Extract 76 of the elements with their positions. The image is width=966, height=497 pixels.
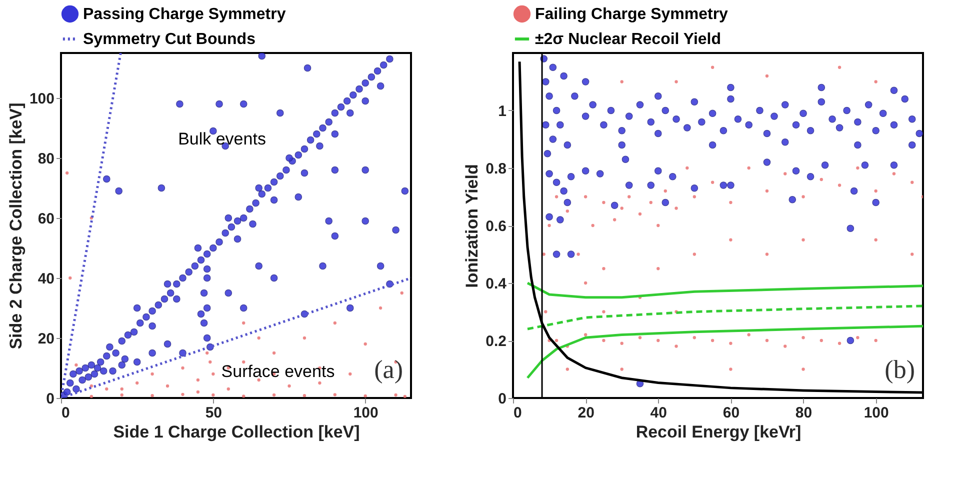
y-tick-label: 80	[38, 150, 54, 168]
point	[166, 384, 170, 388]
point	[212, 393, 215, 397]
point	[242, 394, 246, 398]
y-tick-label: 0.8	[486, 160, 506, 178]
point	[150, 372, 154, 376]
point	[136, 381, 139, 385]
point	[90, 394, 94, 398]
y-tick-label: 0	[46, 390, 54, 408]
point	[74, 363, 78, 367]
point	[196, 378, 200, 382]
y-tick-label: 100	[29, 90, 54, 108]
point	[208, 360, 212, 364]
x-tick-label: 0	[62, 404, 70, 422]
point	[257, 336, 260, 340]
x-axis-title: Side 1 Charge Collection [keV]	[113, 422, 360, 442]
point	[348, 372, 352, 376]
point	[364, 394, 367, 398]
point	[364, 342, 367, 346]
line-series	[526, 282, 923, 299]
y-tick-label: 0.2	[486, 333, 506, 350]
x-tick-label: 80	[795, 404, 812, 422]
point	[120, 393, 124, 397]
point	[318, 381, 322, 385]
x-tick-label: 100	[864, 404, 889, 422]
point	[105, 387, 108, 391]
x-tick-label: 40	[650, 404, 667, 422]
point	[68, 276, 72, 280]
point	[212, 372, 215, 376]
point	[181, 366, 184, 370]
legend-label: Passing Charge Symmetry	[83, 6, 286, 23]
y-tick-label: 60	[38, 210, 54, 228]
point	[403, 394, 406, 398]
line-series	[526, 304, 923, 330]
x-tick-label: 60	[722, 404, 740, 422]
point	[242, 321, 246, 325]
annotation: Bulk events	[178, 129, 266, 148]
point	[206, 351, 209, 355]
x-axis-title: Recoil Energy [keVr]	[636, 422, 802, 442]
y-tick-label: 20	[38, 330, 54, 348]
point	[66, 171, 69, 175]
legend-label: Symmetry Cut Bounds	[83, 31, 256, 48]
point	[272, 393, 276, 397]
annotation: (b)	[884, 355, 915, 384]
point	[150, 394, 154, 398]
legend-label: Failing Charge Symmetry	[535, 6, 728, 23]
point	[181, 392, 184, 396]
x-tick-label: 50	[205, 404, 222, 422]
point	[120, 387, 124, 391]
point	[288, 384, 291, 388]
point	[272, 351, 276, 355]
x-tick-label: 0	[514, 404, 522, 422]
y-tick-label: 40	[38, 270, 54, 288]
point	[302, 394, 306, 398]
point	[90, 384, 94, 388]
legend-label: ±2σ Nuclear Recoil Yield	[535, 31, 722, 48]
x-tick-label: 20	[578, 404, 594, 422]
point	[378, 306, 382, 310]
y-tick-label: 0.4	[486, 276, 508, 292]
point	[333, 321, 336, 325]
point	[394, 393, 398, 397]
point	[302, 336, 306, 340]
point	[196, 390, 200, 394]
point	[333, 393, 336, 396]
y-axis-title: Side 2 Charge Collection [keV]	[6, 102, 26, 350]
y-tick-label: 1	[498, 103, 506, 120]
annotation: (a)	[374, 355, 403, 384]
y-tick-label: 0.6	[486, 218, 506, 235]
point	[257, 378, 260, 382]
point	[242, 360, 246, 364]
y-axis-title: Ionization Yield	[462, 164, 482, 288]
point	[226, 387, 230, 391]
y-tick-label: 0	[498, 390, 506, 408]
annotation: Surface events	[221, 362, 335, 382]
x-tick-label: 100	[353, 404, 378, 422]
point	[400, 291, 404, 295]
